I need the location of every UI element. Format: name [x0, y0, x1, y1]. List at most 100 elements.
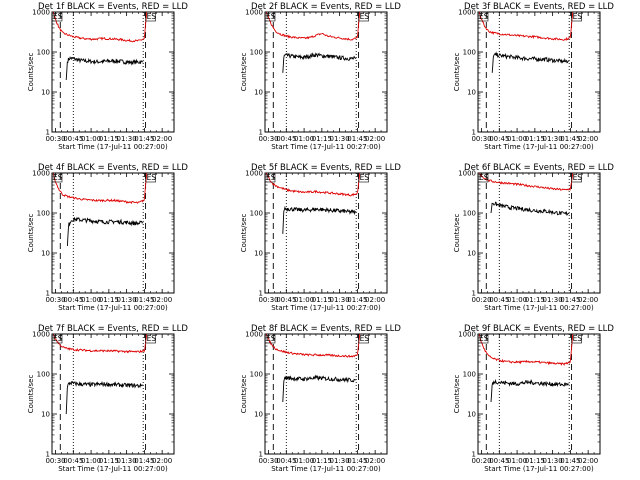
- series-line-lld: [265, 12, 361, 41]
- x-tick-label: 01:00: [81, 296, 101, 304]
- x-tick-label: 01:00: [507, 135, 527, 143]
- y-tick-label: 1000: [458, 170, 476, 178]
- y-tick-label: 1: [259, 129, 263, 137]
- y-tick-label: 1: [472, 129, 476, 137]
- x-tick-label: 02:00: [365, 457, 385, 465]
- eclipse-start-flag-box: [51, 11, 63, 22]
- x-axis-label: Start Time (17-Jul-11 00:27:00): [58, 143, 168, 151]
- eclipse-end-flag: ES: [573, 173, 583, 182]
- x-tick-label: 01:15: [525, 296, 545, 304]
- x-tick-label: 01:30: [543, 135, 563, 143]
- eclipse-start-flag-box: [477, 11, 489, 22]
- x-tick-label: 01:00: [294, 457, 314, 465]
- eclipse-end-flag: ES: [147, 334, 157, 343]
- x-tick-label: 01:30: [330, 457, 350, 465]
- y-tick-label: 1000: [458, 331, 476, 339]
- plot-frame: [477, 333, 601, 455]
- panel-title: Det 4f BLACK = Events, RED = LLD: [38, 163, 188, 173]
- x-axis-label: Start Time (17-Jul-11 00:27:00): [271, 143, 381, 151]
- panel-title: Det 2f BLACK = Events, RED = LLD: [251, 2, 401, 12]
- y-axis-label: Counts/sec: [240, 53, 248, 92]
- eclipse-end-flag: ES: [360, 334, 370, 343]
- eclipse-end-flag-box: [358, 333, 369, 344]
- panel-title: Det 6f BLACK = Events, RED = LLD: [464, 163, 614, 173]
- x-tick-label: 01:00: [507, 457, 527, 465]
- x-tick-label: 02:00: [152, 457, 172, 465]
- y-tick-label: 1: [46, 290, 50, 298]
- panel-det-5f: Det 5f BLACK = Events, RED = LLD 1 10 100 10…: [240, 163, 401, 312]
- x-axis-label: Start Time (17-Jul-11 00:27:00): [484, 304, 594, 312]
- x-tick-label: 01:00: [294, 296, 314, 304]
- plot-frame: [51, 11, 175, 133]
- plot-frame: [51, 172, 175, 294]
- panel-det-3f: Det 3f BLACK = Events, RED = LLD 1 10 100 10…: [453, 2, 614, 151]
- eclipse-start-flag-box: [264, 333, 276, 344]
- x-tick-label: 00:30: [45, 135, 65, 143]
- panel-title: Det 1f BLACK = Events, RED = LLD: [38, 2, 188, 12]
- x-tick-label: 00:45: [276, 296, 296, 304]
- eclipse-end-flag: ES: [147, 173, 157, 182]
- y-tick-label: 10: [41, 411, 50, 419]
- eclipse-end-flag: ES: [360, 173, 370, 182]
- eclipse-start-flag-box: [477, 333, 489, 344]
- x-tick-label: 01:45: [347, 135, 367, 143]
- y-tick-label: 100: [250, 210, 263, 218]
- x-tick-label: 01:30: [330, 135, 350, 143]
- x-tick-label: 00:30: [258, 457, 278, 465]
- eclipse-end-flag: ES: [573, 12, 583, 21]
- panel-title: Det 7f BLACK = Events, RED = LLD: [38, 324, 188, 334]
- eclipse-start-flag-box: [51, 172, 63, 183]
- x-axis-label: Start Time (17-Jul-11 00:27:00): [484, 143, 594, 151]
- series-line-lld: [478, 12, 574, 42]
- x-tick-label: 01:00: [81, 135, 101, 143]
- x-tick-label: 01:45: [134, 457, 154, 465]
- eclipse-end-flag: ES: [573, 334, 583, 343]
- x-tick-label: 00:20: [471, 457, 491, 465]
- x-tick-label: 00:20: [471, 296, 491, 304]
- eclipse-end-flag: ES: [360, 12, 370, 21]
- plot-frame: [264, 333, 388, 455]
- series-line-events: [282, 52, 357, 73]
- plot-frame: [264, 11, 388, 133]
- series-line-events: [491, 51, 570, 73]
- x-tick-label: 01:15: [312, 296, 332, 304]
- x-tick-label: 01:30: [330, 296, 350, 304]
- y-tick-label: 100: [463, 371, 476, 379]
- eclipse-end-flag-box: [358, 11, 369, 22]
- y-tick-label: 100: [37, 371, 50, 379]
- x-tick-label: 01:45: [347, 457, 367, 465]
- eclipse-start-flag: ES: [266, 173, 276, 182]
- x-tick-label: 01:45: [560, 296, 580, 304]
- series-line-events: [65, 380, 144, 415]
- y-tick-label: 10: [41, 89, 50, 97]
- series-line-events: [490, 201, 570, 216]
- x-tick-label: 00:45: [489, 457, 509, 465]
- panel-title: Det 8f BLACK = Events, RED = LLD: [251, 324, 401, 334]
- eclipse-start-flag: ES: [266, 12, 276, 21]
- x-tick-label: 00:30: [258, 135, 278, 143]
- y-tick-label: 1: [46, 451, 50, 459]
- y-tick-label: 10: [254, 89, 263, 97]
- x-tick-label: 01:15: [99, 457, 119, 465]
- y-tick-label: 10: [254, 411, 263, 419]
- y-tick-label: 10: [467, 411, 476, 419]
- eclipse-start-flag-box: [264, 172, 276, 183]
- y-tick-label: 1000: [32, 170, 50, 178]
- x-axis-label: Start Time (17-Jul-11 00:27:00): [58, 465, 168, 473]
- y-tick-label: 10: [467, 250, 476, 258]
- eclipse-start-flag: ES: [53, 173, 63, 182]
- y-tick-label: 100: [463, 210, 476, 218]
- y-tick-label: 10: [254, 250, 263, 258]
- x-tick-label: 01:45: [134, 135, 154, 143]
- panel-det-8f: Det 8f BLACK = Events, RED = LLD 1 10 100 10…: [240, 324, 401, 473]
- eclipse-start-flag-box: [477, 172, 489, 183]
- x-tick-label: 01:15: [99, 135, 119, 143]
- y-tick-label: 1: [472, 451, 476, 459]
- eclipse-end-flag-box: [145, 172, 156, 183]
- x-tick-label: 01:15: [312, 135, 332, 143]
- x-tick-label: 02:00: [152, 296, 172, 304]
- series-line-events: [490, 378, 570, 403]
- x-tick-label: 01:15: [525, 457, 545, 465]
- y-tick-label: 1000: [245, 170, 263, 178]
